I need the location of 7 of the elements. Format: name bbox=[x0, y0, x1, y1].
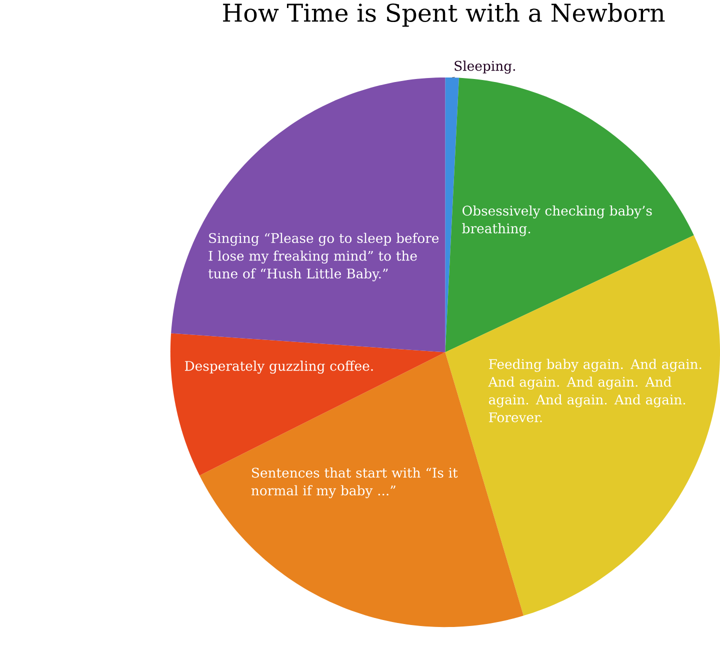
slice-label: Desperately guzzling coffee. bbox=[184, 360, 373, 374]
slice-label: Singing “Please go to sleep before I lose my freaking mind” to the tune of “Hush Little Baby.” bbox=[208, 232, 439, 282]
slice-label: Obsessively checking baby’s breathing. bbox=[462, 205, 652, 236]
chart-title: How Time is Spent with a Newborn bbox=[223, 2, 665, 27]
slice-label: Feeding baby again. And again. And again. And again. And again. And again. And again. Forever. bbox=[488, 358, 702, 422]
slice-label: Sleeping. bbox=[454, 60, 516, 74]
slice-label: Sentences that start with “Is it normal if my baby ...” bbox=[251, 467, 458, 498]
